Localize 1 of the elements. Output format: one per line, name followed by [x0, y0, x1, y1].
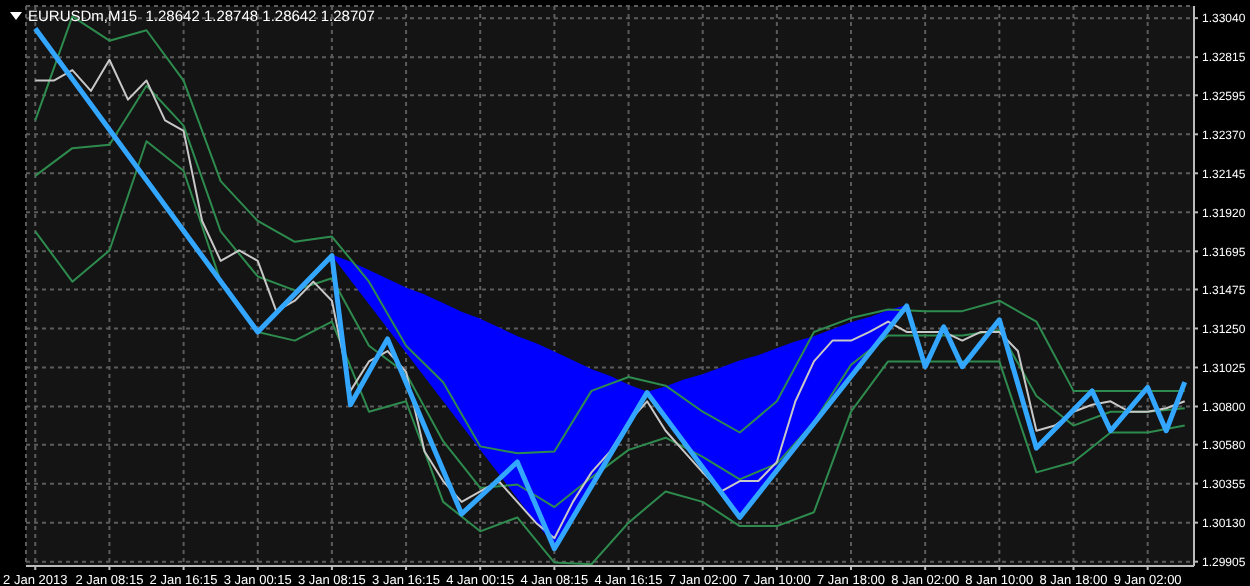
line-series: [34, 140, 1186, 566]
